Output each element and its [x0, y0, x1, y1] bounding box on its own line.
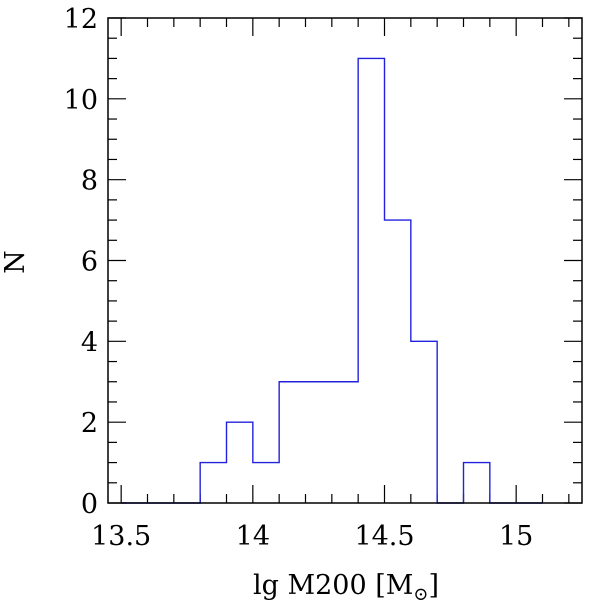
y-tick-label: 0 — [81, 489, 98, 520]
x-axis-label: lg M200 [M⊙] — [253, 570, 439, 605]
x-tick-label: 15 — [499, 521, 533, 552]
axis-ticks — [108, 17, 582, 504]
x-tick-label: 14 — [236, 521, 270, 552]
y-tick-label: 12 — [64, 4, 98, 35]
x-tick-label: 13.5 — [91, 521, 151, 552]
y-tick-label: 8 — [81, 166, 98, 197]
y-tick-label: 6 — [81, 247, 98, 278]
y-tick-label: 4 — [81, 327, 98, 358]
x-axis-label-subscript: ⊙ — [413, 584, 428, 605]
x-tick-label: 14.5 — [354, 521, 414, 552]
x-tick-labels: 13.5 14 14.5 15 — [91, 521, 533, 552]
histogram-outline — [121, 57, 543, 504]
y-tick-labels: 0 2 4 6 8 10 12 — [64, 4, 98, 520]
y-axis-label: N — [0, 250, 31, 274]
plot-frame — [107, 17, 583, 504]
y-tick-label: 2 — [81, 408, 98, 439]
y-tick-label: 10 — [64, 85, 98, 116]
